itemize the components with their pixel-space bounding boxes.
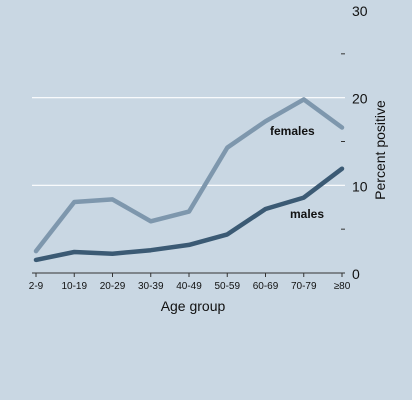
- x-tick-label: 10-19: [61, 281, 87, 292]
- series-line-males: [33, 166, 345, 263]
- y-axis-title: Percent positive: [372, 100, 388, 200]
- x-tick-label: 20-29: [100, 281, 126, 292]
- series-labels: females males: [270, 124, 324, 221]
- x-axis: 2-9 10-19 20-29 30-39 40-49 50-59 60-69 70-79 ≥8…: [29, 272, 351, 292]
- x-tick-label: 2-9: [29, 281, 44, 292]
- x-tick-label: ≥80: [334, 281, 351, 292]
- y-tick-label: 10: [352, 178, 368, 194]
- x-tick-label: 60-69: [253, 281, 279, 292]
- y-tick-label: 20: [352, 91, 368, 107]
- y-tick-label: 30: [352, 3, 368, 19]
- series-lines: [33, 97, 345, 263]
- gridlines: [32, 97, 345, 186]
- series-label-males: males: [290, 207, 324, 221]
- y-axis: 0 10 20 30: [341, 3, 368, 282]
- x-tick-label: 40-49: [176, 281, 202, 292]
- series-label-females: females: [270, 124, 315, 138]
- series-line-females: [33, 97, 345, 254]
- y-tick-label: 0: [352, 266, 360, 282]
- x-tick-label: 50-59: [214, 281, 240, 292]
- x-axis-title: Age group: [161, 298, 226, 314]
- x-tick-label: 70-79: [291, 281, 317, 292]
- x-tick-label: 30-39: [138, 281, 164, 292]
